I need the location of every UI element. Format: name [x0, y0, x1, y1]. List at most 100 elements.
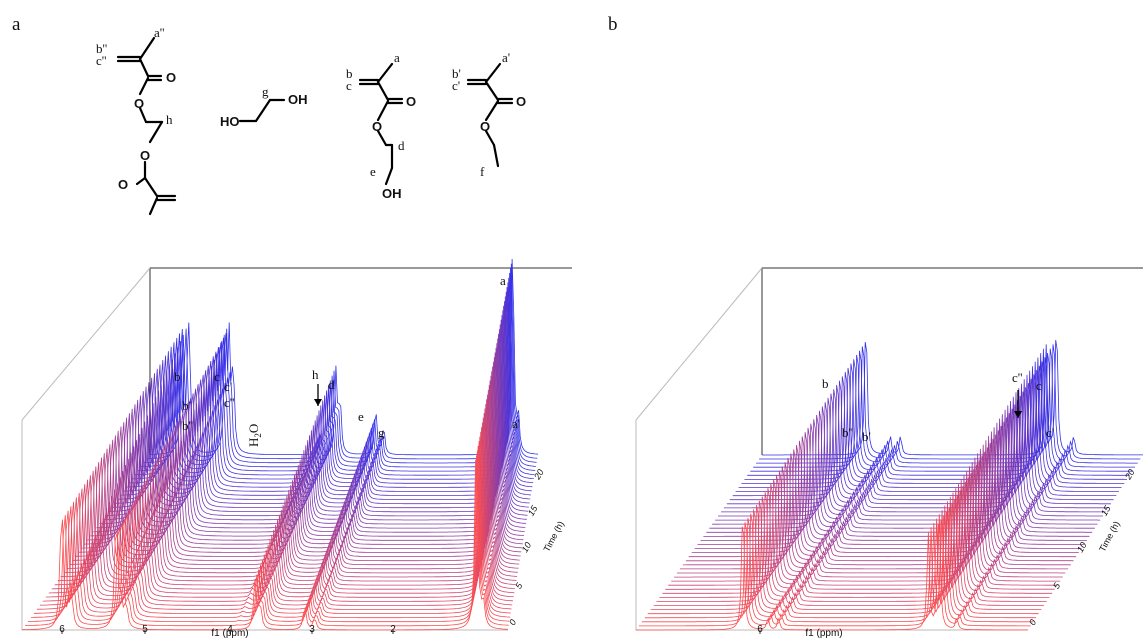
z-tick-label: 15: [1099, 503, 1113, 518]
spectrum-trace: [665, 481, 1055, 590]
ema-label-f: f: [480, 164, 485, 179]
peak-label: c'': [224, 395, 234, 410]
peak-label: c: [214, 369, 220, 384]
spectrum-trace: [114, 315, 530, 505]
peak-label: a: [500, 273, 506, 288]
z-tick-label: 0: [507, 618, 518, 627]
spectrum-trace: [659, 490, 1050, 598]
peak-arrow-head: [1014, 411, 1022, 418]
hema-label-d: d: [398, 138, 405, 153]
eg-structure: [238, 98, 286, 123]
z-tick-label: 15: [526, 503, 540, 518]
spectrum-trace: [22, 459, 509, 631]
peak-label: d: [328, 377, 335, 392]
peak-label: b: [174, 369, 181, 384]
spectrum-trace: [111, 319, 529, 509]
spectrum-trace: [650, 503, 1042, 610]
spectrum-trace: [741, 370, 1125, 484]
molecular-structures: [116, 36, 514, 216]
x-tick-label: 5: [142, 624, 148, 635]
edma-label-b2: b'': [96, 41, 107, 56]
ema-structure: [466, 62, 514, 168]
spectrum-trace: [117, 310, 531, 500]
spectrum-trace: [723, 395, 1109, 509]
spectrum-trace: [93, 347, 525, 533]
hema-label-c: c: [346, 78, 352, 93]
spectrum-trace: [27, 450, 510, 623]
side-wall-edge: [21, 267, 151, 421]
spectrum-trace: [636, 524, 1028, 631]
peak-label: c': [224, 379, 232, 394]
z-tick-label: 20: [1122, 467, 1136, 482]
eg-atom-oh: OH: [288, 92, 308, 107]
spectrum-trace: [744, 365, 1127, 480]
edma-label-a2: a'': [154, 25, 164, 40]
spectrum-trace: [96, 343, 526, 529]
z-tick-label: 5: [1051, 580, 1063, 590]
ema-atom-o2: O: [480, 119, 490, 134]
ema-label-c1: c': [452, 78, 460, 93]
spectrum-trace: [738, 374, 1122, 488]
peak-label: b': [182, 398, 191, 413]
edma-structure: [116, 36, 177, 216]
z-tick-label: 10: [1075, 540, 1089, 554]
spectrum-trace: [756, 348, 1138, 464]
spectrum-trace: [732, 382, 1117, 497]
x-tick-label: 6: [757, 624, 763, 635]
spectrum-trace: [753, 352, 1135, 468]
spectrum-trace: [674, 468, 1063, 578]
spectrum-trace: [750, 357, 1133, 472]
spectrum-trace: [33, 441, 511, 614]
spectrum-trace: [129, 291, 534, 484]
spectrum-trace: [30, 445, 511, 619]
hema-atom-o2: O: [372, 119, 382, 134]
peak-label: c': [1046, 425, 1054, 440]
peak-label: a': [512, 416, 520, 431]
x-tick-label: 4: [227, 624, 233, 635]
panel-label-b: b: [608, 14, 618, 35]
waterfall-chart-a: bb' b'' c c'c'' H2O hd eg a a' 6 5 4 3 2 f1 (ppm) 0 5 10 1…: [21, 258, 572, 639]
peak-arrow-head: [314, 399, 322, 406]
x-tick-label: 3: [309, 624, 315, 635]
x-axis-title: f1 (ppm): [805, 628, 842, 639]
edma-atom-o1: O: [166, 70, 176, 85]
eg-label-g: g: [262, 84, 269, 99]
spectrum-trace: [735, 378, 1119, 492]
x-axis-title: f1 (ppm): [211, 628, 248, 639]
peak-label: b'': [842, 425, 853, 440]
spectrum-trace: [132, 287, 534, 480]
waterfall-chart-b: b b'' b' c'' c c' 6 f1 (ppm) 0 5 10 15 20 Time (h): [635, 267, 1143, 639]
spectrum-trace: [99, 338, 527, 525]
peak-label: e: [358, 409, 364, 424]
spectrum-trace: [653, 498, 1044, 606]
z-tick-label: 0: [1027, 618, 1038, 627]
z-axis-title: Time (h): [1097, 519, 1121, 553]
edma-label-c2: c'': [96, 53, 106, 68]
spectrum-trace: [105, 329, 528, 517]
spectrum-trace: [102, 333, 527, 521]
ema-label-a1: a': [502, 50, 510, 65]
ema-label-b1: b': [452, 66, 461, 81]
spectrum-trace: [668, 477, 1058, 586]
spectrum-trace: [638, 520, 1031, 627]
z-axis-title: Time (h): [542, 519, 566, 553]
hema-label-b: b: [346, 66, 353, 81]
z-tick-label: 5: [513, 580, 525, 590]
spectrum-trace: [644, 511, 1036, 619]
spectrum-trace: [120, 305, 532, 496]
spectrum-trace: [662, 486, 1053, 594]
spectrum-trace: [647, 507, 1039, 615]
spectrum-trace: [729, 387, 1114, 501]
spectrum-trace: [656, 494, 1047, 602]
peak-label: c: [1036, 378, 1042, 393]
hema-atom-o1: O: [406, 94, 416, 109]
spectrum-trace: [126, 296, 533, 488]
molecule-text: a'' b'' c'' O O h O O g HO OH a b c O O …: [96, 25, 526, 201]
edma-atom-o4: O: [118, 177, 128, 192]
hema-label-e: e: [370, 164, 376, 179]
spectrum-trace: [123, 301, 532, 492]
spectrum-trace: [762, 340, 1143, 456]
panel-label-a: a: [12, 14, 21, 35]
peak-label: b: [822, 376, 829, 391]
z-tick-label: 10: [520, 540, 534, 554]
